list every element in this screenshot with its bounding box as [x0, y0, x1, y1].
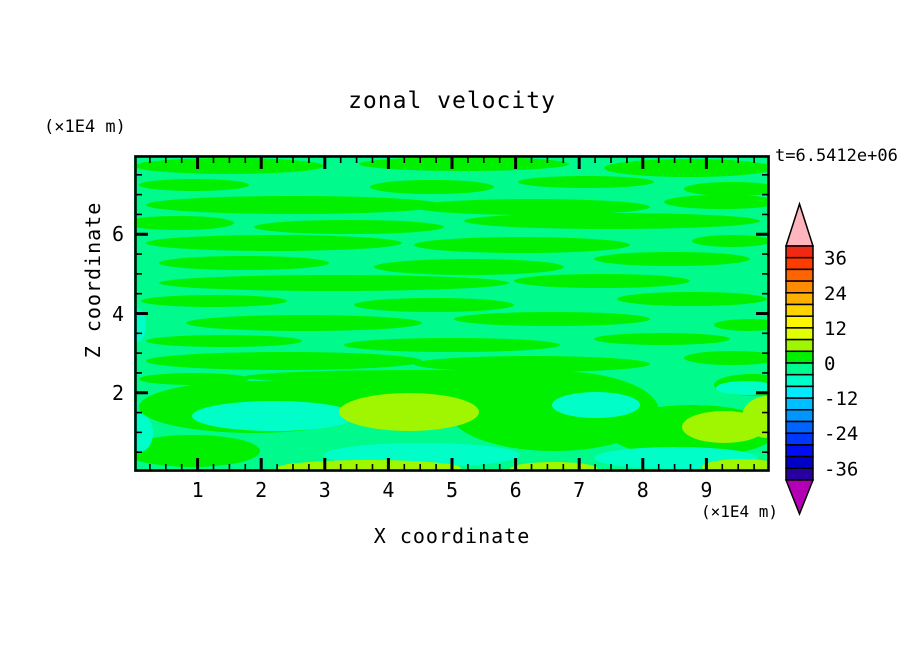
- colorbar-tick-label: 36: [824, 248, 847, 270]
- contour-band: [141, 295, 287, 307]
- colorbar: 36 24 12 0 -12 -24 -36: [784, 201, 858, 517]
- y-tick-label: 6: [111, 222, 124, 247]
- contour-band: [714, 319, 770, 331]
- x-tick-label: 6: [509, 478, 522, 502]
- contour-band: [186, 315, 422, 331]
- contour-band: [344, 338, 560, 352]
- colorbar-segment: [785, 373, 814, 388]
- contour-band: [742, 396, 770, 438]
- colorbar-tick-label: -24: [824, 423, 858, 445]
- y-tick-label: 2: [111, 380, 124, 405]
- contour-band: [254, 220, 444, 234]
- contour-band: [702, 459, 770, 472]
- colorbar-over-arrow: [784, 201, 815, 247]
- contour-band: [692, 235, 770, 247]
- colorbar-tick-label: 0: [824, 353, 835, 375]
- x-tick-label: 7: [573, 478, 586, 502]
- contour-plot-area: [134, 155, 770, 472]
- plot-frame: [134, 155, 770, 472]
- colorbar-segment: [785, 245, 814, 259]
- colorbar-segment: [785, 315, 814, 329]
- contour-band: [159, 275, 509, 291]
- contour-band: [146, 235, 402, 251]
- colorbar-segment: [785, 303, 814, 317]
- contour-band: [254, 385, 374, 405]
- contour-band: [594, 252, 750, 266]
- contour-band: [684, 351, 770, 365]
- colorbar-tick-label: -36: [824, 458, 858, 480]
- contour-band: [354, 298, 514, 312]
- colorbar-segment: [785, 444, 814, 458]
- contour-band: [146, 196, 442, 214]
- contour-band: [414, 237, 630, 253]
- contour-band: [454, 312, 650, 326]
- contour-band: [139, 373, 249, 385]
- colorbar-tick-label: 12: [824, 318, 847, 340]
- colorbar-tick-label: -12: [824, 388, 858, 410]
- contour-band: [146, 335, 302, 347]
- contour-band: [139, 179, 249, 191]
- chart-title: zonal velocity: [348, 88, 556, 114]
- contour-band: [134, 435, 260, 467]
- contour-band: [617, 292, 767, 306]
- colorbar-segment: [785, 432, 814, 446]
- contour-band: [414, 199, 650, 215]
- colorbar-tick-label: 24: [824, 283, 847, 305]
- contour-band: [664, 195, 770, 209]
- colorbar-segment: [785, 409, 814, 423]
- contour-band: [192, 401, 356, 431]
- x-axis-title: X coordinate: [373, 524, 531, 548]
- contour-band: [277, 460, 461, 472]
- x-tick-label: 5: [445, 478, 459, 502]
- x-axis-unit-label: (×1E4 m): [700, 502, 778, 521]
- contour-band: [370, 180, 494, 194]
- x-tick-label: 1: [191, 478, 204, 502]
- colorbar-segment: [785, 280, 814, 294]
- colorbar-segment: [785, 397, 814, 411]
- contour-band: [684, 182, 770, 196]
- colorbar-under-arrow: [784, 479, 815, 517]
- contour-band: [374, 259, 564, 275]
- contour-band: [552, 392, 640, 418]
- contour-band: [339, 393, 479, 431]
- contour-band: [518, 176, 654, 188]
- x-tick-label: 3: [318, 478, 331, 502]
- colorbar-segment: [785, 455, 814, 470]
- colorbar-segment: [785, 467, 814, 481]
- colorbar-segment: [785, 338, 814, 353]
- contour-band: [359, 157, 569, 171]
- x-tick-label: 8: [636, 478, 649, 502]
- contour-band: [134, 414, 153, 452]
- time-stamp-label: t=6.5412e+06: [775, 146, 898, 166]
- colorbar-segment: [785, 292, 814, 306]
- x-tick-label: 2: [255, 478, 268, 502]
- x-tick-label: 9: [700, 478, 713, 502]
- x-tick-label: 4: [382, 478, 395, 502]
- y-axis-unit-label: (×1E4 m): [44, 117, 126, 137]
- colorbar-segment: [785, 362, 814, 376]
- colorbar-segment: [785, 350, 814, 364]
- contour-band: [594, 333, 730, 345]
- colorbar-segment: [785, 420, 814, 434]
- contour-band: [604, 159, 770, 177]
- colorbar-segment: [785, 268, 814, 282]
- contour-band: [464, 213, 760, 229]
- colorbar-segment: [785, 327, 814, 341]
- y-tick-label: 4: [111, 301, 124, 326]
- contour-band: [159, 256, 329, 270]
- contour-band: [134, 216, 234, 230]
- contour-band: [146, 352, 422, 370]
- contour-band: [514, 274, 690, 288]
- contour-band: [414, 356, 650, 372]
- colorbar-segment: [785, 385, 814, 399]
- colorbar-segment: [785, 256, 814, 271]
